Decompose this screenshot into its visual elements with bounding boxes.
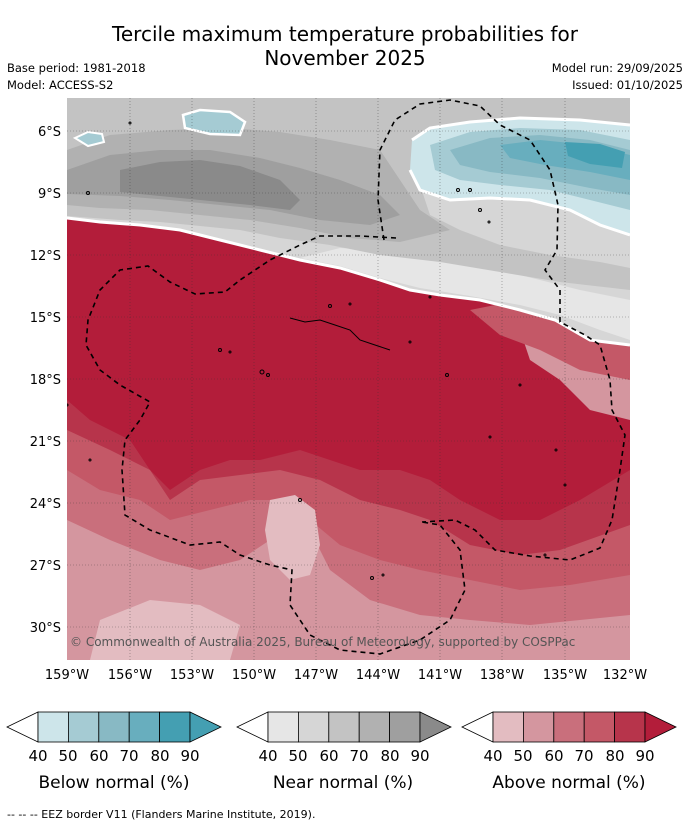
near-80-region bbox=[120, 160, 300, 210]
above-lightest-patch bbox=[265, 495, 320, 580]
below-small-patch bbox=[72, 130, 106, 148]
lon-label: 135°W bbox=[543, 668, 587, 683]
map-panel[interactable]: © Commonwealth of Australia 2025, Bureau… bbox=[66, 98, 630, 660]
svg-text:60: 60 bbox=[89, 747, 108, 765]
lat-label: 18°S bbox=[30, 373, 61, 388]
lon-label: 144°W bbox=[356, 668, 400, 683]
lon-label: 147°W bbox=[294, 668, 338, 683]
above-lightest-south bbox=[90, 600, 240, 660]
below-west-patch bbox=[181, 108, 247, 137]
svg-text:80: 80 bbox=[380, 747, 399, 765]
near-lightest-band bbox=[300, 248, 630, 340]
lat-label: 30°S bbox=[30, 621, 61, 636]
legend-above bbox=[461, 711, 677, 743]
tercile-boundary-line bbox=[67, 216, 630, 347]
lon-label: 132°W bbox=[603, 668, 647, 683]
lat-labels: 6°S 9°S 12°S 15°S 18°S 21°S 24°S 27°S 30… bbox=[30, 125, 61, 636]
svg-text:90: 90 bbox=[635, 747, 654, 765]
eez-footnote: -- -- -- EEZ border V11 (Flanders Marine… bbox=[7, 808, 316, 821]
title-line-1: Tercile maximum temperature probabilitie… bbox=[112, 22, 578, 46]
lon-label: 156°W bbox=[108, 668, 152, 683]
legend-title-below: Below normal (%) bbox=[39, 773, 190, 793]
svg-text:80: 80 bbox=[150, 747, 169, 765]
svg-text:60: 60 bbox=[544, 747, 563, 765]
legend-below bbox=[6, 711, 222, 743]
lon-label: 153°W bbox=[170, 668, 214, 683]
svg-text:90: 90 bbox=[410, 747, 429, 765]
lon-label: 150°W bbox=[232, 668, 276, 683]
legend-title-near: Near normal (%) bbox=[273, 773, 413, 793]
lat-label: 6°S bbox=[38, 125, 61, 140]
svg-text:70: 70 bbox=[349, 747, 368, 765]
legend-title-above: Above normal (%) bbox=[492, 773, 645, 793]
lat-label: 21°S bbox=[30, 435, 61, 450]
title-line-2: November 2025 bbox=[264, 46, 426, 70]
lon-labels: 159°W 156°W 153°W 150°W 147°W 144°W 141°… bbox=[45, 668, 647, 683]
svg-text:50: 50 bbox=[58, 747, 77, 765]
eez-border-kiribati bbox=[377, 99, 626, 561]
islands bbox=[67, 121, 567, 580]
base-period: Base period: 1981-2018 bbox=[7, 61, 146, 75]
lon-label: 141°W bbox=[418, 668, 462, 683]
svg-text:70: 70 bbox=[574, 747, 593, 765]
lat-label: 24°S bbox=[30, 497, 61, 512]
meta-left: Base period: 1981-2018 Model: ACCESS-S2 bbox=[7, 60, 146, 94]
lat-label: 27°S bbox=[30, 559, 61, 574]
copyright-text: © Commonwealth of Australia 2025, Bureau… bbox=[70, 635, 575, 649]
below-80-region bbox=[565, 142, 625, 168]
svg-text:80: 80 bbox=[605, 747, 624, 765]
svg-text:40: 40 bbox=[258, 747, 277, 765]
model-name: Model: ACCESS-S2 bbox=[7, 78, 114, 92]
svg-text:40: 40 bbox=[483, 747, 502, 765]
map-title: Tercile maximum temperature probabilitie… bbox=[0, 22, 690, 70]
issued-date: Issued: 01/10/2025 bbox=[572, 78, 683, 92]
lat-label: 9°S bbox=[38, 187, 61, 202]
lon-label: 138°W bbox=[480, 668, 524, 683]
svg-text:90: 90 bbox=[180, 747, 199, 765]
svg-text:40: 40 bbox=[28, 747, 47, 765]
lat-label: 15°S bbox=[30, 311, 61, 326]
svg-text:70: 70 bbox=[119, 747, 138, 765]
svg-text:60: 60 bbox=[319, 747, 338, 765]
model-run: Model run: 29/09/2025 bbox=[551, 61, 683, 75]
legend-titles: Below normal (%) Near normal (%) Above n… bbox=[39, 773, 646, 793]
lon-label: 159°W bbox=[45, 668, 89, 683]
legend-near bbox=[236, 711, 452, 743]
svg-text:50: 50 bbox=[288, 747, 307, 765]
legend-ticks: 40 50 60 70 80 90 40 50 60 70 80 90 40 5… bbox=[28, 747, 654, 765]
meta-right: Model run: 29/09/2025 Issued: 01/10/2025 bbox=[552, 60, 683, 94]
svg-text:50: 50 bbox=[513, 747, 532, 765]
eez-border-cook bbox=[85, 235, 466, 655]
lat-label: 12°S bbox=[30, 249, 61, 264]
